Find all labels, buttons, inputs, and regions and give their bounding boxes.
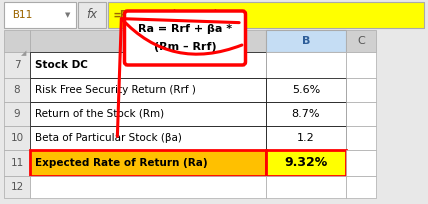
Bar	[30, 78, 266, 102]
Bar	[4, 150, 30, 176]
Bar	[346, 126, 376, 150]
Text: ▼: ▼	[65, 12, 71, 18]
Text: Ra = Rrf + βa *: Ra = Rrf + βa *	[138, 24, 232, 34]
Text: B11: B11	[12, 10, 32, 20]
Bar	[266, 126, 346, 150]
Bar	[78, 2, 106, 28]
Text: 9: 9	[14, 109, 20, 119]
Text: Expected Rate of Return (Ra): Expected Rate of Return (Ra)	[35, 158, 208, 168]
Text: Risk Free Security Return (Rrf ): Risk Free Security Return (Rrf )	[35, 85, 196, 95]
Bar	[30, 30, 266, 52]
Text: =B8+B10*(B9-B8): =B8+B10*(B9-B8)	[114, 9, 221, 21]
Bar	[4, 126, 30, 150]
Bar	[4, 78, 30, 102]
Text: C: C	[357, 36, 365, 46]
Bar	[30, 126, 266, 150]
Text: fx: fx	[86, 9, 98, 21]
Bar	[266, 78, 346, 102]
Bar	[346, 102, 376, 126]
Bar	[4, 176, 30, 198]
Bar	[266, 30, 346, 52]
Text: 10: 10	[10, 133, 24, 143]
Bar	[108, 2, 424, 28]
Text: 5.6%: 5.6%	[292, 85, 320, 95]
Text: 12: 12	[10, 182, 24, 192]
Text: 1.2: 1.2	[297, 133, 315, 143]
Bar	[266, 176, 346, 198]
FancyBboxPatch shape	[125, 11, 246, 65]
Bar	[346, 52, 376, 78]
Bar	[346, 150, 376, 176]
Bar	[4, 102, 30, 126]
Bar	[4, 52, 30, 78]
Text: 9.32%: 9.32%	[284, 156, 327, 170]
Bar	[30, 176, 266, 198]
Text: 7: 7	[14, 60, 20, 70]
Text: 11: 11	[10, 158, 24, 168]
Bar	[4, 30, 30, 52]
Bar	[30, 150, 266, 176]
Text: ◢: ◢	[21, 50, 26, 56]
Text: Beta of Particular Stock (βa): Beta of Particular Stock (βa)	[35, 133, 182, 143]
Text: (Rm – Rrf): (Rm – Rrf)	[154, 42, 216, 52]
Text: 8.7%: 8.7%	[292, 109, 320, 119]
Text: B: B	[302, 36, 310, 46]
Bar	[266, 150, 346, 176]
Bar	[266, 52, 346, 78]
Text: Return of the Stock (Rm): Return of the Stock (Rm)	[35, 109, 164, 119]
Bar	[346, 78, 376, 102]
Bar	[266, 102, 346, 126]
Bar	[346, 30, 376, 52]
Bar	[4, 2, 76, 28]
Text: Stock DC: Stock DC	[35, 60, 88, 70]
Bar	[30, 102, 266, 126]
Bar	[30, 52, 266, 78]
Bar	[346, 176, 376, 198]
Text: 8: 8	[14, 85, 20, 95]
